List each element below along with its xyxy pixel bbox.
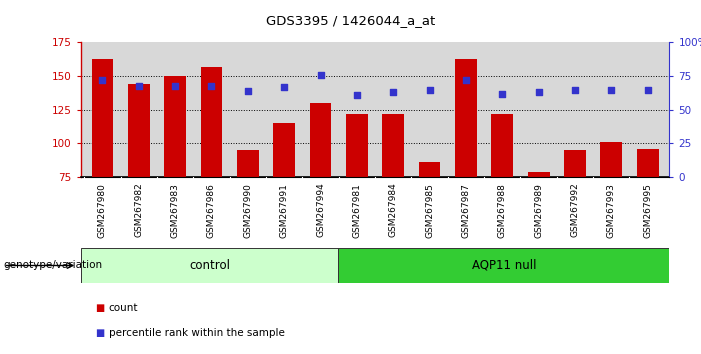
Point [424, 87, 435, 92]
Point [496, 91, 508, 96]
Point [278, 84, 290, 90]
Bar [564, 150, 586, 177]
Text: GSM267980: GSM267980 [98, 183, 107, 238]
Text: GSM267985: GSM267985 [425, 183, 434, 238]
Text: GSM267983: GSM267983 [170, 183, 179, 238]
Point [533, 90, 544, 95]
Text: GSM267984: GSM267984 [389, 183, 397, 238]
Bar [491, 114, 513, 177]
Text: GSM267986: GSM267986 [207, 183, 216, 238]
Text: ■: ■ [95, 328, 104, 338]
Text: GSM267988: GSM267988 [498, 183, 507, 238]
Text: GSM267993: GSM267993 [607, 183, 615, 238]
Point [642, 87, 653, 92]
Point [170, 83, 181, 88]
Bar [164, 76, 186, 177]
Point [133, 83, 144, 88]
Bar [455, 59, 477, 177]
Bar [528, 172, 550, 177]
Text: count: count [109, 303, 138, 313]
Text: percentile rank within the sample: percentile rank within the sample [109, 328, 285, 338]
Bar [92, 59, 114, 177]
Bar [200, 67, 222, 177]
Point [243, 88, 254, 94]
Bar [600, 142, 622, 177]
Text: GSM267994: GSM267994 [316, 183, 325, 238]
Bar [310, 103, 332, 177]
Bar [237, 150, 259, 177]
Point [606, 87, 617, 92]
Text: GSM267992: GSM267992 [571, 183, 580, 238]
Text: ■: ■ [95, 303, 104, 313]
Text: GDS3395 / 1426044_a_at: GDS3395 / 1426044_a_at [266, 14, 435, 27]
Text: GSM267987: GSM267987 [461, 183, 470, 238]
Bar [382, 114, 404, 177]
FancyBboxPatch shape [338, 248, 669, 283]
FancyBboxPatch shape [81, 248, 338, 283]
Text: AQP11 null: AQP11 null [472, 259, 536, 272]
Text: control: control [189, 259, 230, 272]
Bar [128, 84, 150, 177]
Point [388, 90, 399, 95]
Bar [418, 162, 440, 177]
Text: GSM267989: GSM267989 [534, 183, 543, 238]
Text: GSM267982: GSM267982 [135, 183, 143, 238]
Point [351, 92, 362, 98]
Point [315, 72, 326, 78]
Text: genotype/variation: genotype/variation [4, 261, 102, 270]
Point [97, 77, 108, 83]
Point [461, 77, 472, 83]
Text: GSM267990: GSM267990 [243, 183, 252, 238]
Text: GSM267981: GSM267981 [353, 183, 361, 238]
Point [569, 87, 580, 92]
Text: GSM267991: GSM267991 [280, 183, 289, 238]
Bar [346, 114, 368, 177]
Bar [273, 123, 295, 177]
Bar [637, 149, 658, 177]
Point [206, 83, 217, 88]
Text: GSM267995: GSM267995 [643, 183, 652, 238]
